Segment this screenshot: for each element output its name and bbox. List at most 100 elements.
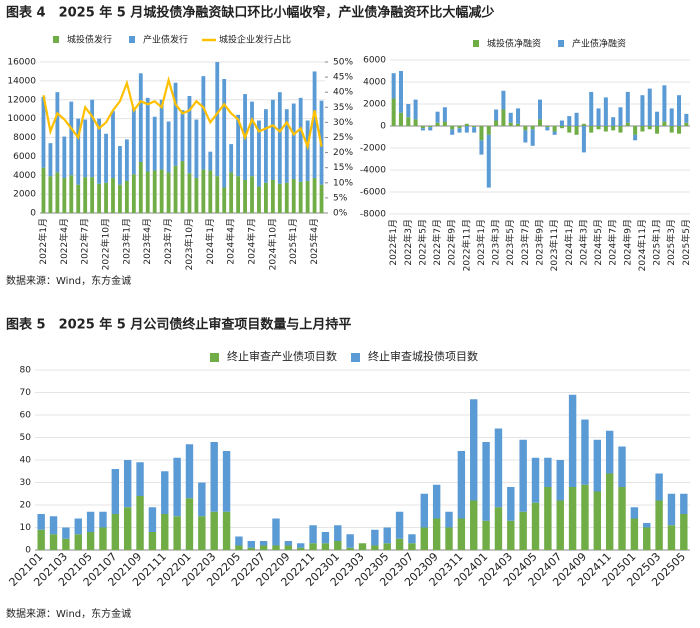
legend-swatch [351, 353, 360, 362]
bar [677, 126, 682, 134]
x-tick-label: 2025年3月 [665, 219, 677, 266]
bar [97, 183, 101, 213]
bar [173, 457, 181, 517]
bar [420, 527, 428, 550]
bar [413, 119, 418, 126]
bar [530, 126, 535, 130]
bar [611, 126, 616, 131]
bar [69, 101, 74, 176]
bar [235, 545, 243, 550]
bar [298, 181, 303, 213]
bar [166, 172, 171, 213]
bar [655, 473, 663, 501]
bar [640, 95, 645, 126]
y-tick-label: 16000 [7, 58, 36, 68]
bar [531, 502, 540, 550]
figure-title: 图表 5 2025 年 5 月公司债终止审查项目数量与上月持平 [6, 317, 351, 333]
bar [640, 126, 645, 132]
x-tick-label: 2022年1月 [387, 219, 399, 266]
bar [180, 110, 185, 162]
bar [185, 444, 194, 499]
y-tick-label: -6000 [360, 188, 386, 198]
bar [297, 543, 305, 548]
bar [74, 518, 82, 535]
bar [208, 170, 213, 213]
bar [442, 121, 447, 126]
y-tick-label: 50 [20, 433, 32, 443]
x-tick-label: 2023年9月 [534, 219, 546, 266]
bar [69, 175, 74, 213]
bar [222, 78, 227, 188]
bar [201, 76, 206, 170]
bar [472, 126, 477, 128]
line-series [42, 75, 323, 151]
bar [457, 451, 466, 519]
bar [210, 511, 218, 550]
bar [559, 120, 564, 126]
bar [161, 471, 169, 514]
bar [104, 133, 108, 183]
bar [136, 496, 144, 550]
bar [257, 120, 261, 187]
y-tick-label: 12000 [7, 95, 36, 105]
bar [630, 518, 639, 550]
bar [284, 541, 293, 546]
bar [118, 145, 122, 185]
x-tick-label: 2024年10月 [266, 218, 278, 270]
bar [470, 500, 478, 550]
bar [277, 92, 282, 184]
bar [222, 187, 227, 213]
bar [486, 134, 491, 188]
bar [581, 126, 586, 153]
bar [215, 62, 220, 177]
y2-tick-label: 20% [333, 148, 353, 158]
bar [284, 109, 289, 183]
bar [259, 541, 268, 546]
bar [406, 104, 411, 118]
bar [581, 123, 586, 126]
bar [406, 117, 411, 126]
bar [309, 543, 317, 550]
y-tick-label: 4000 [363, 78, 386, 88]
bar [312, 178, 317, 213]
bar [680, 493, 688, 514]
y-tick-label: -2000 [360, 144, 386, 154]
bar [618, 126, 623, 133]
bar [667, 525, 676, 550]
bar [41, 167, 46, 213]
bar [507, 487, 515, 521]
bar [55, 92, 60, 173]
x-tick-label: 2023年11月 [548, 219, 560, 271]
bar [123, 507, 132, 550]
bar [508, 122, 513, 126]
bar [166, 121, 171, 173]
bar [284, 182, 289, 213]
bar [371, 545, 379, 550]
bar [383, 527, 391, 544]
y2-tick-label: 45% [333, 73, 353, 83]
bar [291, 179, 296, 213]
x-tick-label: 2023年1月 [475, 219, 487, 266]
bar [62, 136, 67, 179]
bar [408, 543, 416, 550]
bar [596, 108, 601, 126]
bar [442, 107, 447, 122]
bar [523, 126, 528, 131]
bar [428, 126, 433, 128]
bar [86, 532, 95, 550]
bar [247, 547, 255, 550]
bar [90, 177, 95, 213]
bar [138, 73, 143, 163]
bar [136, 462, 144, 496]
y2-tick-label: 10% [333, 178, 353, 188]
x-tick-label: 2022年9月 [446, 219, 458, 266]
bar [257, 186, 261, 213]
x-tick-label: 2024年11月 [636, 219, 648, 271]
bar [118, 184, 122, 213]
bar [596, 126, 601, 130]
bar [605, 473, 614, 550]
bar [250, 101, 254, 177]
bar [291, 103, 296, 180]
bar [568, 487, 577, 550]
